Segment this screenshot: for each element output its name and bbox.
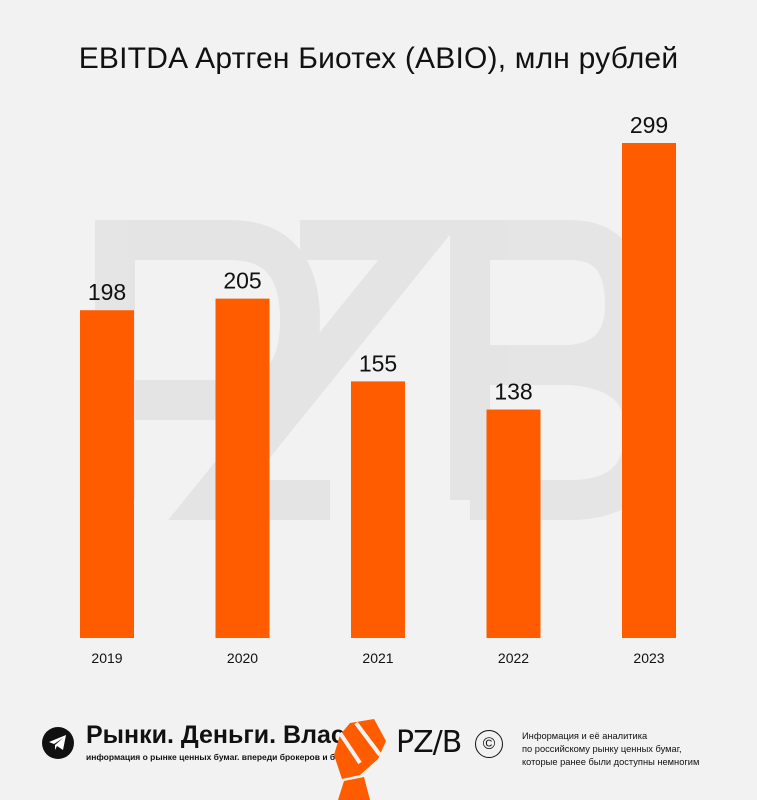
category-label-2020: 2020 xyxy=(227,650,258,666)
bar-2019 xyxy=(80,310,134,638)
info-line: Информация и её аналитика xyxy=(522,731,648,741)
category-label-2019: 2019 xyxy=(91,650,122,666)
info-line: которые ранее были доступны немногим xyxy=(522,757,700,767)
value-label-2019: 198 xyxy=(88,279,126,305)
brand-name: Рынки. Деньги. Власть. xyxy=(86,721,380,749)
footer: Рынки. Деньги. Власть. информация о рынк… xyxy=(0,715,757,800)
bar-2022 xyxy=(486,409,541,638)
orange-decoration xyxy=(334,719,386,800)
category-label-2023: 2023 xyxy=(633,650,664,666)
copyright-icon: © xyxy=(475,730,503,758)
value-label-2020: 205 xyxy=(223,268,261,294)
category-label-2022: 2022 xyxy=(498,650,529,666)
value-label-2023: 299 xyxy=(630,112,668,138)
bar-2020 xyxy=(215,298,270,638)
bar-2023 xyxy=(622,143,676,638)
value-label-2021: 155 xyxy=(359,350,397,376)
pzb-logo: PZ/B xyxy=(396,725,462,760)
telegram-icon[interactable] xyxy=(42,727,74,759)
brand-tagline: информация о рынке ценных бумаг. впереди… xyxy=(86,752,362,762)
info-text: Информация и её аналитика по российскому… xyxy=(522,730,752,769)
ebitda-bar-chart: 198 2019 205 2020 155 2021 138 2022 299 2023 xyxy=(80,112,676,666)
bar-2021 xyxy=(351,381,405,638)
info-line: по российскому рынку ценных бумаг, xyxy=(522,744,682,754)
category-label-2021: 2021 xyxy=(362,650,393,666)
chart-title: EBITDA Артген Биотех (ABIO), млн рублей xyxy=(78,42,679,75)
value-label-2022: 138 xyxy=(494,379,532,405)
